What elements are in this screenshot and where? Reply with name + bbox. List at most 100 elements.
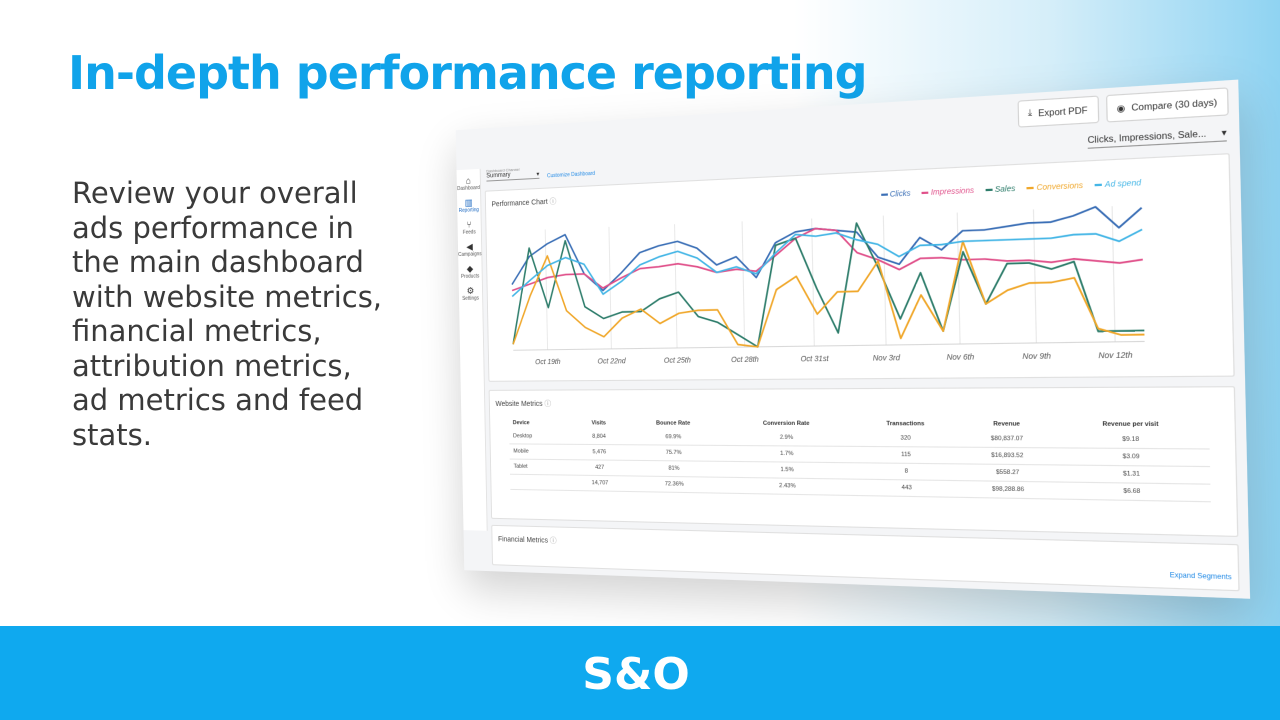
column-header: Device <box>512 420 530 427</box>
x-tick-label: Oct 19th <box>535 359 561 367</box>
legend-swatch <box>1095 183 1103 187</box>
x-tick-label: Oct 22nd <box>598 358 626 366</box>
series-line-sales <box>511 212 1145 350</box>
column-header: Transactions <box>886 420 925 428</box>
legend-label: Ad spend <box>1104 179 1142 190</box>
legend-item[interactable]: Impressions <box>921 187 975 198</box>
table-cell: 5,476 <box>573 444 626 461</box>
page-headline: In-depth performance reporting <box>68 46 868 100</box>
top-actions: ⤓ Export PDF ◉ Compare (30 days) <box>1017 87 1229 128</box>
dashboard-screenshot-stage: ⤓ Export PDF ◉ Compare (30 days) ⌂ Dashb… <box>455 79 1251 599</box>
customize-dashboard-link[interactable]: Customize Dashboard <box>546 170 596 180</box>
table-cell: $9.18 <box>1054 431 1210 449</box>
download-icon: ⤓ <box>1027 107 1033 119</box>
table-cell: 81% <box>625 460 724 478</box>
table-cell: 69.9% <box>625 429 723 446</box>
legend-item[interactable]: Ad spend <box>1095 180 1141 190</box>
chart-legend: Clicks Impressions Sales Conversions Ad spen… <box>880 180 1141 200</box>
dashboard-channel-select[interactable]: Dashboard Channel Summary ▾ <box>486 166 540 182</box>
table-cell: 75.7% <box>625 444 724 462</box>
legend-label: Sales <box>994 185 1016 195</box>
table-cell: $558.27 <box>960 463 1056 482</box>
footer-bar <box>0 626 1280 720</box>
compare-button[interactable]: ◉ Compare (30 days) <box>1105 87 1229 123</box>
body-line: ad metrics and feed <box>72 383 364 417</box>
grid-line <box>742 221 745 347</box>
performance-chart-title: Performance Chart ⓘ <box>491 198 557 209</box>
x-tick-label: Nov 6th <box>946 354 974 362</box>
x-tick-label: Oct 28th <box>731 356 759 364</box>
table-cell: 8,804 <box>572 429 626 445</box>
column-header: Visits <box>591 420 606 427</box>
legend-item[interactable]: Sales <box>985 185 1015 194</box>
series-line-clicks <box>511 205 1143 293</box>
sidebar-item-label: Campaigns <box>458 251 482 259</box>
table-cell: 2.43% <box>723 477 854 496</box>
table-cell: 2.9% <box>722 430 853 447</box>
export-pdf-label: Export PDF <box>1037 104 1088 119</box>
feeds-icon: ⑂ <box>466 219 472 230</box>
sidebar-item-feeds[interactable]: ⑂ Feeds <box>457 219 480 236</box>
legend-item[interactable]: Clicks <box>880 190 911 199</box>
gear-icon: ⚙ <box>466 285 475 296</box>
body-line: attribution metrics, <box>72 348 352 383</box>
table-cell: $98,288.86 <box>961 480 1056 500</box>
body-line: stats. <box>72 417 152 452</box>
chevron-down-icon: ▾ <box>1221 127 1227 139</box>
table-cell: 1.5% <box>723 461 853 480</box>
table-cell: 72.36% <box>626 475 724 494</box>
grid-line <box>545 229 547 349</box>
website-metrics-card: Website Metrics ⓘ Device Visits Bounce R… <box>488 386 1239 538</box>
table-cell: 443 <box>852 479 962 498</box>
table-cell: 115 <box>852 446 961 464</box>
sidebar-item-campaigns[interactable]: ◀ Campaigns <box>458 241 482 259</box>
legend-swatch <box>880 193 888 197</box>
legend-swatch <box>921 191 929 195</box>
financial-metrics-card[interactable]: Financial Metrics ⓘ <box>491 524 1240 592</box>
table-cell: Desktop <box>509 429 574 445</box>
table-cell: $16,893.52 <box>960 447 1055 465</box>
table-cell: $3.09 <box>1054 447 1211 467</box>
series-line-ad-spend <box>511 221 1143 296</box>
performance-chart-card: Performance Chart ⓘ Clicks Impressions Sal… <box>484 153 1235 382</box>
website-metrics-title: Website Metrics ⓘ <box>495 400 552 408</box>
x-tick-label: Nov 3rd <box>873 355 901 363</box>
body-line: Review your overall <box>72 176 358 210</box>
metric-select-value: Clicks, Impressions, Sale... <box>1087 128 1207 146</box>
dashboard-screenshot: ⤓ Export PDF ◉ Compare (30 days) ⌂ Dashb… <box>455 79 1251 599</box>
info-icon: ⓘ <box>549 537 557 545</box>
legend-swatch <box>1027 186 1035 190</box>
series-line-impressions <box>511 216 1143 291</box>
legend-label: Conversions <box>1036 182 1084 193</box>
sidebar-item-label: Settings <box>462 295 480 302</box>
table-cell: 8 <box>852 462 962 481</box>
sidebar-item-settings[interactable]: ⚙ Settings <box>459 285 482 302</box>
performance-chart: Oct 19th Oct 22nd Oct 25th Oct 28th Oct 31st… <box>503 200 1155 367</box>
sidebar: ⌂ Dashboard ▥ Reporting ⑂ Feeds ◀ Campai… <box>456 168 488 531</box>
brand-logo-text: S&O <box>582 649 689 700</box>
table-cell: 427 <box>573 459 627 476</box>
brand-logo: S&O <box>582 649 689 700</box>
financial-metrics-title: Financial Metrics ⓘ <box>498 536 557 545</box>
legend-label: Clicks <box>889 190 911 199</box>
sidebar-item-dashboard[interactable]: ⌂ Dashboard <box>457 175 480 192</box>
export-pdf-button[interactable]: ⤓ Export PDF <box>1017 95 1099 128</box>
column-header: Revenue <box>993 421 1021 428</box>
sidebar-item-label: Dashboard <box>457 184 480 193</box>
table-cell: Mobile <box>509 443 574 460</box>
legend-item[interactable]: Conversions <box>1027 182 1083 192</box>
info-icon: ⓘ <box>544 400 552 408</box>
legend-label: Impressions <box>930 187 975 198</box>
sidebar-item-products[interactable]: ◆ Products <box>458 263 481 280</box>
eye-icon: ◉ <box>1116 102 1126 114</box>
grid-line <box>1112 206 1115 342</box>
body-copy: Review your overall ads performance in t… <box>72 176 442 452</box>
table-cell: Tablet <box>509 459 574 476</box>
metric-select[interactable]: Clicks, Impressions, Sale... ▾ <box>1087 127 1227 149</box>
column-header: Conversion Rate <box>762 420 810 428</box>
table-cell: $1.31 <box>1054 464 1211 485</box>
compare-label: Compare (30 days) <box>1131 96 1218 113</box>
grid-line <box>1033 209 1036 343</box>
sidebar-item-reporting[interactable]: ▥ Reporting <box>457 197 480 214</box>
sidebar-item-label: Reporting <box>458 207 479 215</box>
